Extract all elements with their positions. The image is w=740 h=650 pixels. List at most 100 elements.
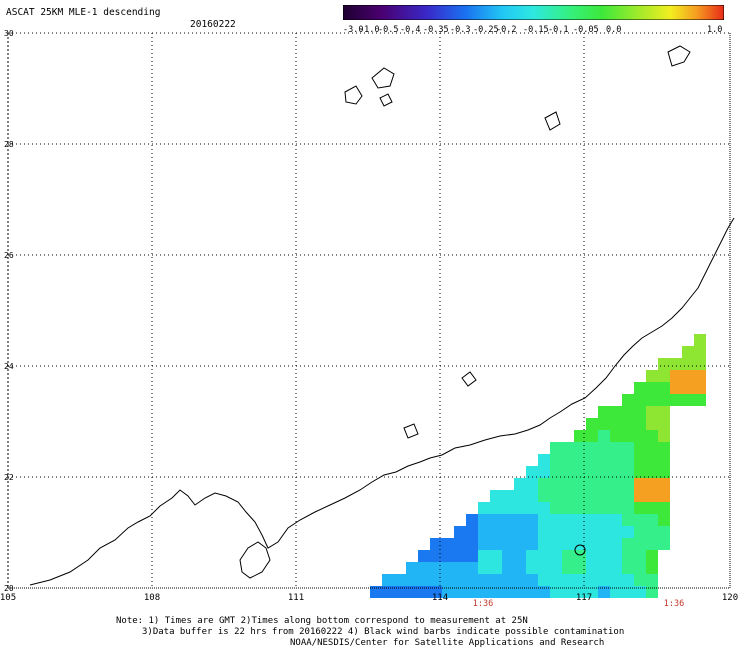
wind-cell (538, 466, 550, 478)
wind-cell (538, 502, 550, 514)
wind-cell (538, 586, 550, 598)
wind-cell (658, 442, 670, 454)
wind-cell (514, 562, 526, 574)
wind-cell (490, 550, 502, 562)
wind-cell (406, 574, 418, 586)
wind-cell (574, 430, 586, 442)
colorbar-label: -0.1 (548, 25, 569, 35)
wind-cell (598, 442, 610, 454)
wind-cell (622, 454, 634, 466)
wind-cell (502, 562, 514, 574)
wind-cell (418, 562, 430, 574)
longitude-label: 111 (287, 593, 305, 603)
wind-cell (610, 418, 622, 430)
wind-cell (586, 514, 598, 526)
wind-cell (670, 370, 682, 382)
wind-cell (430, 550, 442, 562)
wind-cell (550, 454, 562, 466)
wind-cell (634, 430, 646, 442)
wind-cell (382, 574, 394, 586)
wind-cell (466, 538, 478, 550)
wind-cell (502, 574, 514, 586)
latitude-label: 30 (4, 29, 14, 38)
wind-cell (598, 526, 610, 538)
wind-cell (586, 586, 598, 598)
wind-cell (430, 586, 442, 598)
wind-cell (562, 574, 574, 586)
wind-cell (658, 502, 670, 514)
wind-cell (574, 478, 586, 490)
wind-cell (562, 442, 574, 454)
wind-cell (574, 586, 586, 598)
wind-cell (610, 550, 622, 562)
wind-cell (658, 430, 670, 442)
lat-lon-grid (7, 32, 731, 589)
wind-cell (550, 574, 562, 586)
wind-cell (634, 490, 646, 502)
wind-cell (586, 466, 598, 478)
latitude-label: 28 (4, 140, 14, 149)
wind-cell (646, 454, 658, 466)
wind-cell (490, 526, 502, 538)
coastline-hainan (239, 541, 271, 579)
wind-cell (634, 418, 646, 430)
wind-cell (538, 526, 550, 538)
wind-cell (694, 334, 706, 346)
wind-cell (586, 490, 598, 502)
wind-cell (610, 526, 622, 538)
wind-cell (598, 538, 610, 550)
wind-cell (562, 454, 574, 466)
wind-cell (586, 526, 598, 538)
wind-cell (550, 478, 562, 490)
wind-cell (466, 562, 478, 574)
wind-cell (646, 550, 658, 562)
wind-cell (574, 442, 586, 454)
wind-cell (406, 562, 418, 574)
wind-cell (454, 526, 466, 538)
wind-cell (610, 478, 622, 490)
wind-cell (586, 454, 598, 466)
wind-cell (622, 430, 634, 442)
colorbar-label: -0.4 (400, 25, 421, 35)
wind-cell (454, 550, 466, 562)
wind-cell (598, 478, 610, 490)
wind-cell (610, 490, 622, 502)
wind-cell (658, 370, 670, 382)
wind-cell (574, 526, 586, 538)
wind-cell (574, 490, 586, 502)
island-marker (574, 544, 586, 556)
wind-cell (538, 538, 550, 550)
wind-cell (646, 478, 658, 490)
wind-cell (598, 418, 610, 430)
map-frame (7, 32, 731, 589)
wind-cell (442, 586, 454, 598)
note-line-2: 3)Data buffer is 22 hrs from 20160222 4)… (142, 627, 625, 637)
note-line-1: Note: 1) Times are GMT 2)Times along bot… (116, 616, 528, 626)
wind-cell (502, 538, 514, 550)
wind-cell (622, 406, 634, 418)
wind-cell (598, 562, 610, 574)
wind-cell (646, 430, 658, 442)
product-title: ASCAT 25KM MLE-1 descending (6, 7, 161, 18)
wind-cell (646, 370, 658, 382)
wind-cell (478, 562, 490, 574)
wind-cell (586, 418, 598, 430)
wind-cell (550, 514, 562, 526)
wind-cell (538, 574, 550, 586)
wind-cell (538, 550, 550, 562)
wind-cell (658, 406, 670, 418)
wind-cell (478, 550, 490, 562)
wind-cell (418, 574, 430, 586)
wind-cell (454, 562, 466, 574)
wind-cell (538, 562, 550, 574)
wind-cell (526, 490, 538, 502)
wind-cell (622, 574, 634, 586)
wind-cell (646, 562, 658, 574)
wind-cell (406, 586, 418, 598)
wind-cell (502, 502, 514, 514)
wind-cell (478, 514, 490, 526)
wind-cell (502, 490, 514, 502)
wind-cell (658, 358, 670, 370)
wind-cell (598, 550, 610, 562)
